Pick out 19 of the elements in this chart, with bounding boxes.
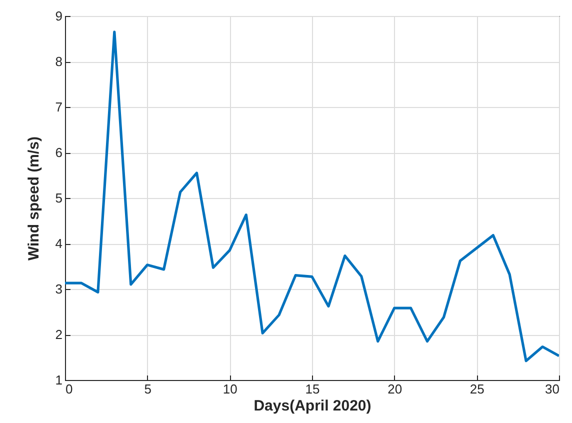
y-tick-label: 7 <box>55 100 62 114</box>
x-tick-label: 30 <box>545 382 560 396</box>
x-tick-label: 0 <box>66 382 73 396</box>
x-tick-label: 20 <box>388 382 402 396</box>
x-axis-title: Days(April 2020) <box>254 398 372 414</box>
x-tick-label: 25 <box>470 382 484 396</box>
y-tick-label: 8 <box>55 54 62 69</box>
y-tick-label: 2 <box>55 327 62 342</box>
y-tick-label: 5 <box>55 190 62 206</box>
y-tick-label: 9 <box>55 8 62 24</box>
y-tick-label: 3 <box>55 282 62 296</box>
y-tick-label: 1 <box>55 372 62 388</box>
x-tick-label: 15 <box>305 382 320 396</box>
x-tick-label: 5 <box>144 382 152 396</box>
line-series <box>65 30 559 362</box>
y-tick-label: 6 <box>55 145 62 160</box>
y-tick-label: 4 <box>55 236 62 251</box>
y-axis-title: Wind speed (m/s) <box>25 136 42 261</box>
x-tick-label: 10 <box>222 382 238 396</box>
